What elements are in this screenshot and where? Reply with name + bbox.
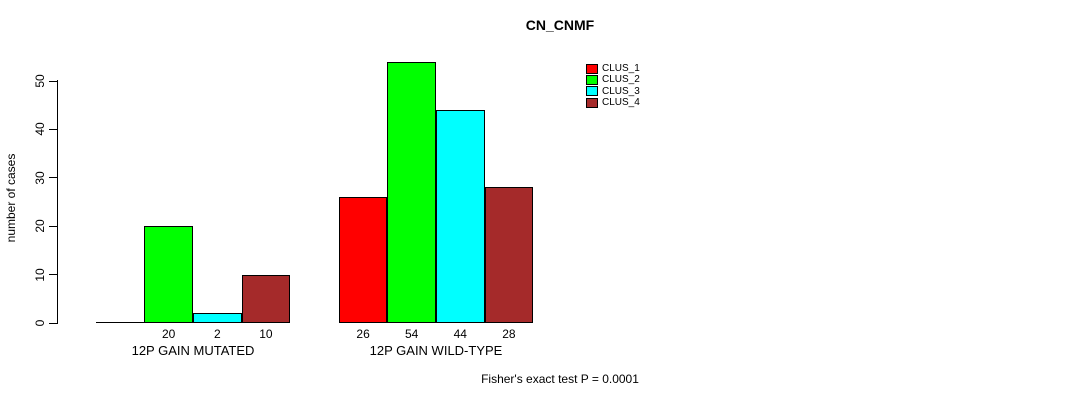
- legend-swatch: [586, 86, 598, 97]
- y-tick-label: 50: [33, 74, 47, 88]
- legend-swatch: [586, 74, 598, 85]
- bar: [387, 62, 436, 323]
- legend-label: CLUS_1: [602, 63, 640, 75]
- y-tick: [49, 128, 57, 130]
- y-tick-label: 20: [33, 219, 47, 233]
- legend-label: CLUS_4: [602, 97, 640, 109]
- y-axis-title: number of cases: [4, 153, 18, 243]
- bar-value-label: 28: [502, 327, 516, 341]
- y-tick: [49, 225, 57, 227]
- legend-swatch: [586, 97, 598, 108]
- y-axis-line: [57, 80, 58, 324]
- y-tick-label: 30: [33, 171, 47, 185]
- legend-item: CLUS_3: [586, 86, 666, 97]
- bar-value-label: 10: [259, 327, 273, 341]
- y-tick: [49, 322, 57, 324]
- legend: CLUS_1 CLUS_2 CLUS_3 CLUS_4: [586, 63, 666, 108]
- group-label: 12P GAIN WILD-TYPE: [369, 343, 503, 358]
- bar: [144, 226, 193, 323]
- bar-value-label: 20: [162, 327, 176, 341]
- bar: [338, 197, 388, 323]
- y-tick-label: 40: [33, 122, 47, 137]
- bar-value-label: 2: [213, 327, 221, 341]
- bar-value-label: 44: [453, 327, 467, 341]
- legend-label: CLUS_2: [602, 74, 640, 86]
- y-tick-label: 0: [33, 319, 47, 327]
- bar: [436, 110, 485, 323]
- legend-item: CLUS_1: [586, 63, 666, 74]
- y-tick-label: 10: [33, 267, 47, 282]
- y-tick: [49, 80, 57, 82]
- y-tick: [49, 177, 57, 179]
- bar: [484, 187, 534, 323]
- bar-value-label: 26: [356, 327, 370, 341]
- legend-label: CLUS_3: [602, 85, 640, 97]
- y-tick: [49, 274, 57, 276]
- group-label: 12P GAIN MUTATED: [131, 343, 255, 358]
- legend-item: CLUS_2: [586, 74, 666, 85]
- legend-swatch: [586, 63, 598, 74]
- bar-value-label: 54: [405, 327, 419, 341]
- bar: [193, 313, 242, 323]
- footnote: Fisher's exact test P = 0.0001: [481, 372, 639, 386]
- bar: [241, 275, 291, 323]
- chart-title: CN_CNMF: [525, 17, 595, 33]
- zero-height-bar: [95, 322, 145, 323]
- legend-item: CLUS_4: [586, 97, 666, 108]
